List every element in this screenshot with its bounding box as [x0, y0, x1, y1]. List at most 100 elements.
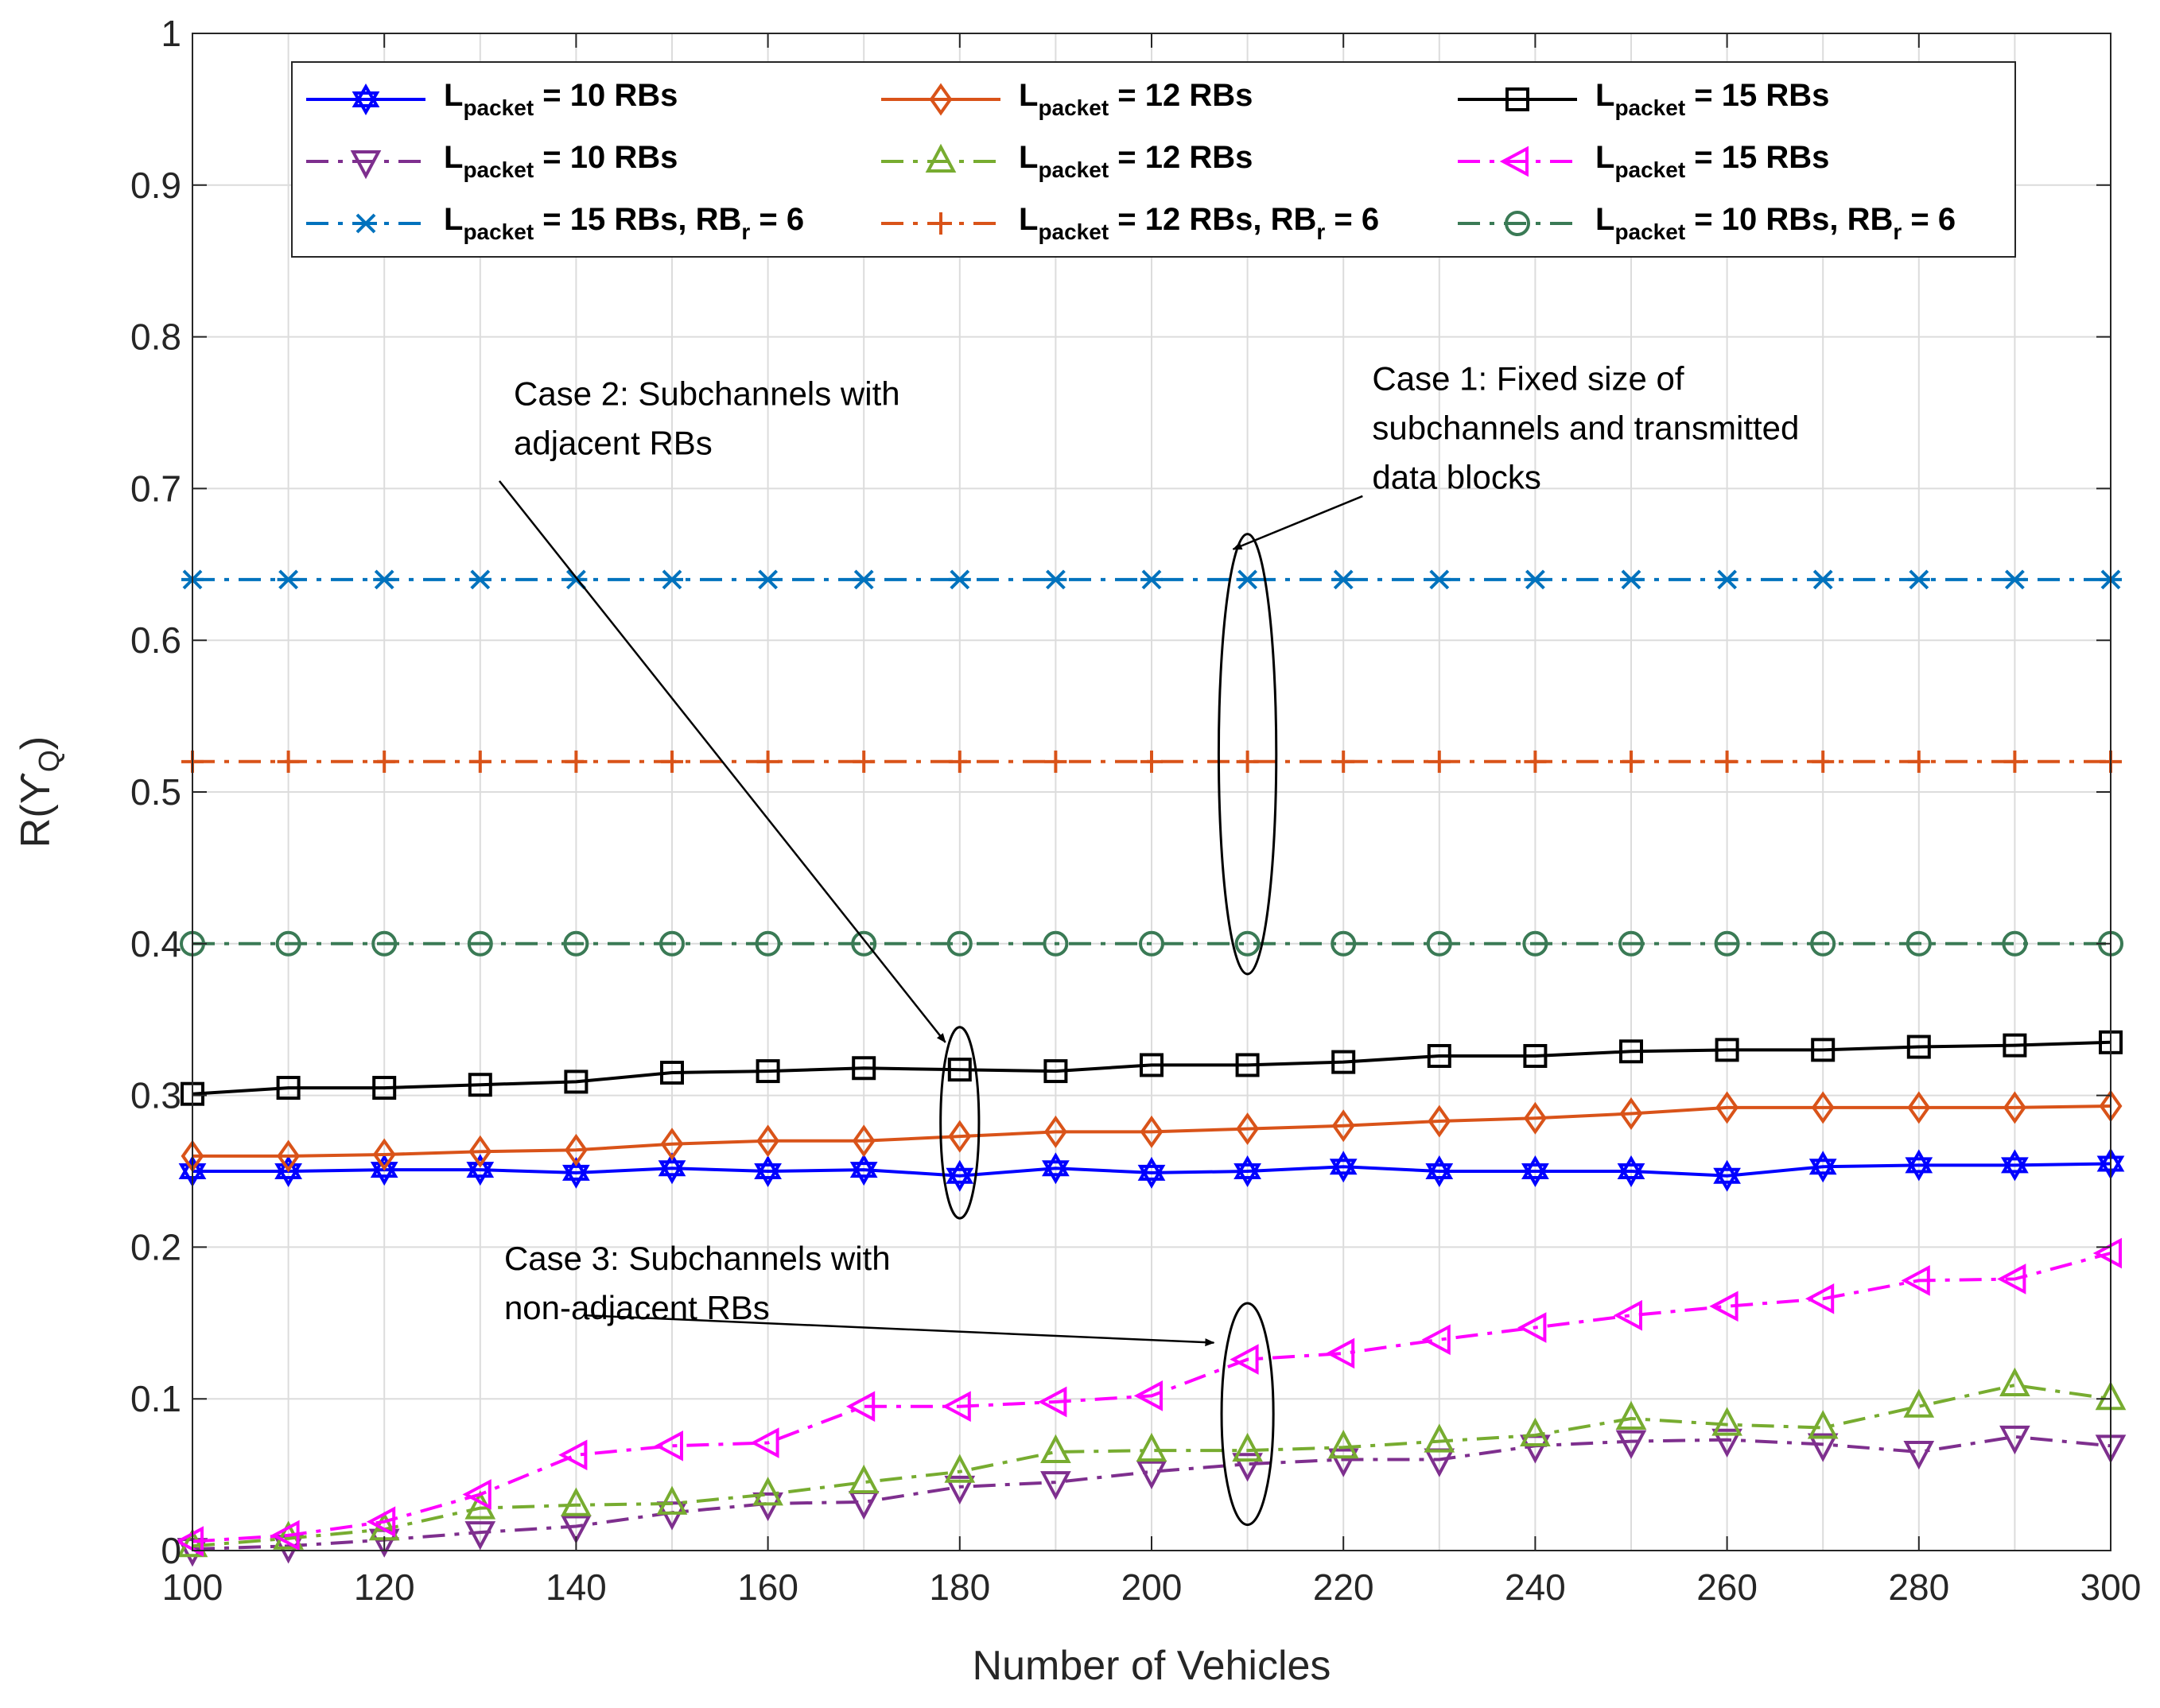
data-point [468, 1073, 492, 1097]
data-point [468, 1135, 492, 1168]
series-8 [181, 750, 2122, 773]
data-point [1331, 1109, 1355, 1143]
data-point [1524, 750, 1547, 773]
data-point [1139, 930, 1164, 957]
data-point [468, 569, 491, 590]
data-point [1136, 1460, 1167, 1490]
data-point [1999, 1367, 2030, 1397]
legend-marker [1499, 146, 1529, 177]
y-tick-label: 0.5 [130, 771, 181, 813]
data-point [948, 750, 971, 773]
data-point [1332, 569, 1355, 590]
annotation-text: data blocks [1372, 458, 1540, 495]
series-line [192, 1434, 2111, 1551]
annotation-text: Case 1: Fixed size of [1372, 359, 1684, 397]
data-point [1812, 569, 1835, 590]
data-point [370, 1154, 398, 1186]
data-point [2002, 930, 2028, 957]
data-point [468, 750, 491, 773]
legend-label: Lpacket = 12 RBs, RBr = 6 [1019, 202, 1379, 244]
legend-entry: Lpacket = 10 RBs, RBr = 6 [1458, 202, 1956, 244]
data-point [756, 750, 779, 773]
data-point [755, 930, 781, 957]
legend-marker [925, 143, 957, 173]
data-point [1040, 1471, 1071, 1500]
data-point [1235, 1053, 1260, 1077]
data-point [756, 569, 779, 590]
x-tick-label: 160 [737, 1566, 798, 1608]
data-point [1426, 930, 1452, 957]
data-point [1620, 750, 1642, 773]
data-point [1140, 1115, 1164, 1148]
annotation-arrow [1232, 495, 1363, 550]
data-point [1140, 1053, 1164, 1077]
legend-entry: Lpacket = 15 RBs, RBr = 6 [306, 202, 804, 244]
data-point [1810, 930, 1836, 957]
data-point [654, 1430, 683, 1462]
data-point [1907, 1091, 1931, 1124]
data-point [1907, 569, 1930, 590]
data-point [947, 1058, 972, 1082]
legend-label: Lpacket = 12 RBs [1019, 78, 1253, 120]
axis-ticks: 100 120 140 160 180 200 220 240 260 280 300 0 0.1 0.2… [130, 13, 2141, 1608]
y-tick-label: 1 [161, 13, 181, 54]
annotations: Case 1: Fixed size of subchannels and tra… [498, 359, 1799, 1527]
legend-entry: Lpacket = 15 RBs [1458, 140, 1829, 182]
data-point [1811, 1091, 1835, 1124]
y-axis-label: R(ϒQ) [13, 736, 65, 848]
annotation-text: Case 2: Subchannels with [514, 375, 900, 412]
x-tick-label: 260 [1696, 1566, 1758, 1608]
data-point [1428, 569, 1451, 590]
data-point [853, 569, 876, 590]
data-point [1236, 569, 1259, 590]
x-tick-label: 180 [929, 1566, 990, 1608]
data-point [948, 1120, 972, 1153]
data-point [1905, 1149, 1933, 1182]
data-point [1907, 750, 1930, 773]
data-point [1038, 1386, 1067, 1418]
x-axis-label: Number of Vehicles [973, 1643, 1331, 1689]
data-point [1424, 1423, 1455, 1453]
series-2 [181, 1089, 2123, 1173]
data-point [1714, 930, 1740, 957]
data-point [1999, 1425, 2030, 1455]
data-point [2003, 1091, 2026, 1124]
x-tick-label: 300 [2080, 1566, 2142, 1608]
data-point [944, 1475, 976, 1505]
y-tick-label: 0.1 [130, 1378, 181, 1419]
data-point [661, 750, 683, 773]
data-point [1428, 750, 1451, 773]
series-9 [180, 930, 2123, 957]
x-tick-label: 200 [1121, 1566, 1183, 1608]
data-point [845, 1391, 876, 1423]
legend-entry: Lpacket = 15 RBs [1458, 78, 1829, 120]
data-point [750, 1427, 779, 1458]
data-point [1331, 1050, 1356, 1074]
annotation-case-2: Case 2: Subchannels with adjacent RBs [498, 375, 981, 1220]
data-point [660, 1060, 684, 1085]
data-point [948, 569, 971, 590]
legend-label: Lpacket = 10 RBs [444, 78, 678, 120]
data-point [942, 1391, 971, 1423]
data-point [1903, 1388, 1935, 1418]
x-tick-label: 140 [546, 1566, 607, 1608]
x-tick-label: 100 [162, 1566, 223, 1608]
x-tick-label: 240 [1505, 1566, 1566, 1608]
series-1 [178, 1147, 2125, 1192]
data-point [1906, 1035, 1931, 1059]
data-point [277, 750, 300, 773]
data-point [1233, 1155, 1261, 1187]
data-point [1715, 569, 1738, 590]
legend-entry: Lpacket = 10 RBs [306, 140, 678, 182]
data-point [660, 1128, 684, 1161]
data-point [371, 930, 398, 957]
legend-entry: Lpacket = 12 RBs [881, 140, 1253, 182]
data-point [656, 1485, 688, 1515]
data-point [1711, 1407, 1742, 1436]
data-point [1428, 1104, 1451, 1138]
data-point [1044, 750, 1067, 773]
data-point [1136, 1432, 1167, 1462]
data-point [1620, 569, 1642, 590]
data-point [561, 1487, 592, 1516]
